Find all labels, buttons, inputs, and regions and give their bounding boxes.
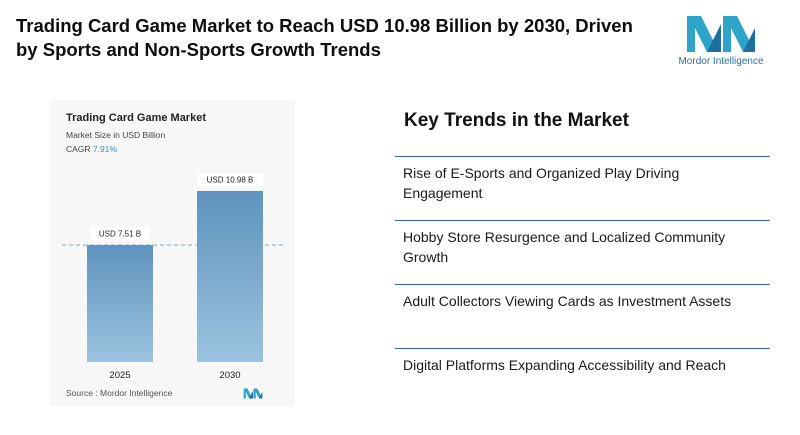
x-tick-label: 2025 (109, 370, 130, 381)
trend-list: Rise of E-Sports and Organized Play Driv… (395, 156, 770, 412)
trend-item: Hobby Store Resurgence and Localized Com… (395, 220, 770, 284)
trends-title: Key Trends in the Market (404, 110, 629, 131)
bar-2030 (197, 191, 263, 362)
cagr-line: CAGR 7.91% (66, 144, 117, 154)
chart-subtitle: Market Size in USD Billion (66, 130, 166, 140)
data-label-box (91, 227, 149, 241)
chart-title: Trading Card Game Market (66, 112, 206, 124)
bar-chart: USD 7.51 B 2025 USD 10.98 B 2030 (62, 173, 285, 381)
data-label: USD 10.98 B (207, 176, 254, 185)
trend-item: Rise of E-Sports and Organized Play Driv… (395, 156, 770, 220)
trend-item: Digital Platforms Expanding Accessibilit… (395, 348, 770, 412)
trend-item: Adult Collectors Viewing Cards as Invest… (395, 284, 770, 348)
x-tick-label: 2030 (219, 370, 240, 381)
cagr-value: 7.91% (92, 144, 118, 154)
cagr-label: CAGR (66, 144, 91, 154)
brand-name: Mordor Intelligence (678, 56, 764, 67)
mordor-logo-icon (687, 16, 755, 52)
page-headline: Trading Card Game Market to Reach USD 10… (16, 15, 633, 60)
data-label-box (197, 173, 263, 186)
chart-source: Source : Mordor Intelligence (66, 388, 173, 398)
chart-card: USD 7.51 B 2025 USD 10.98 B 2030 Trading Ca… (50, 100, 295, 406)
data-label: USD 7.51 B (99, 230, 141, 239)
brand-logo: Mordor Intelligence (666, 14, 776, 67)
bar-2025 (87, 245, 153, 362)
mordor-small-logo-icon (243, 388, 263, 399)
